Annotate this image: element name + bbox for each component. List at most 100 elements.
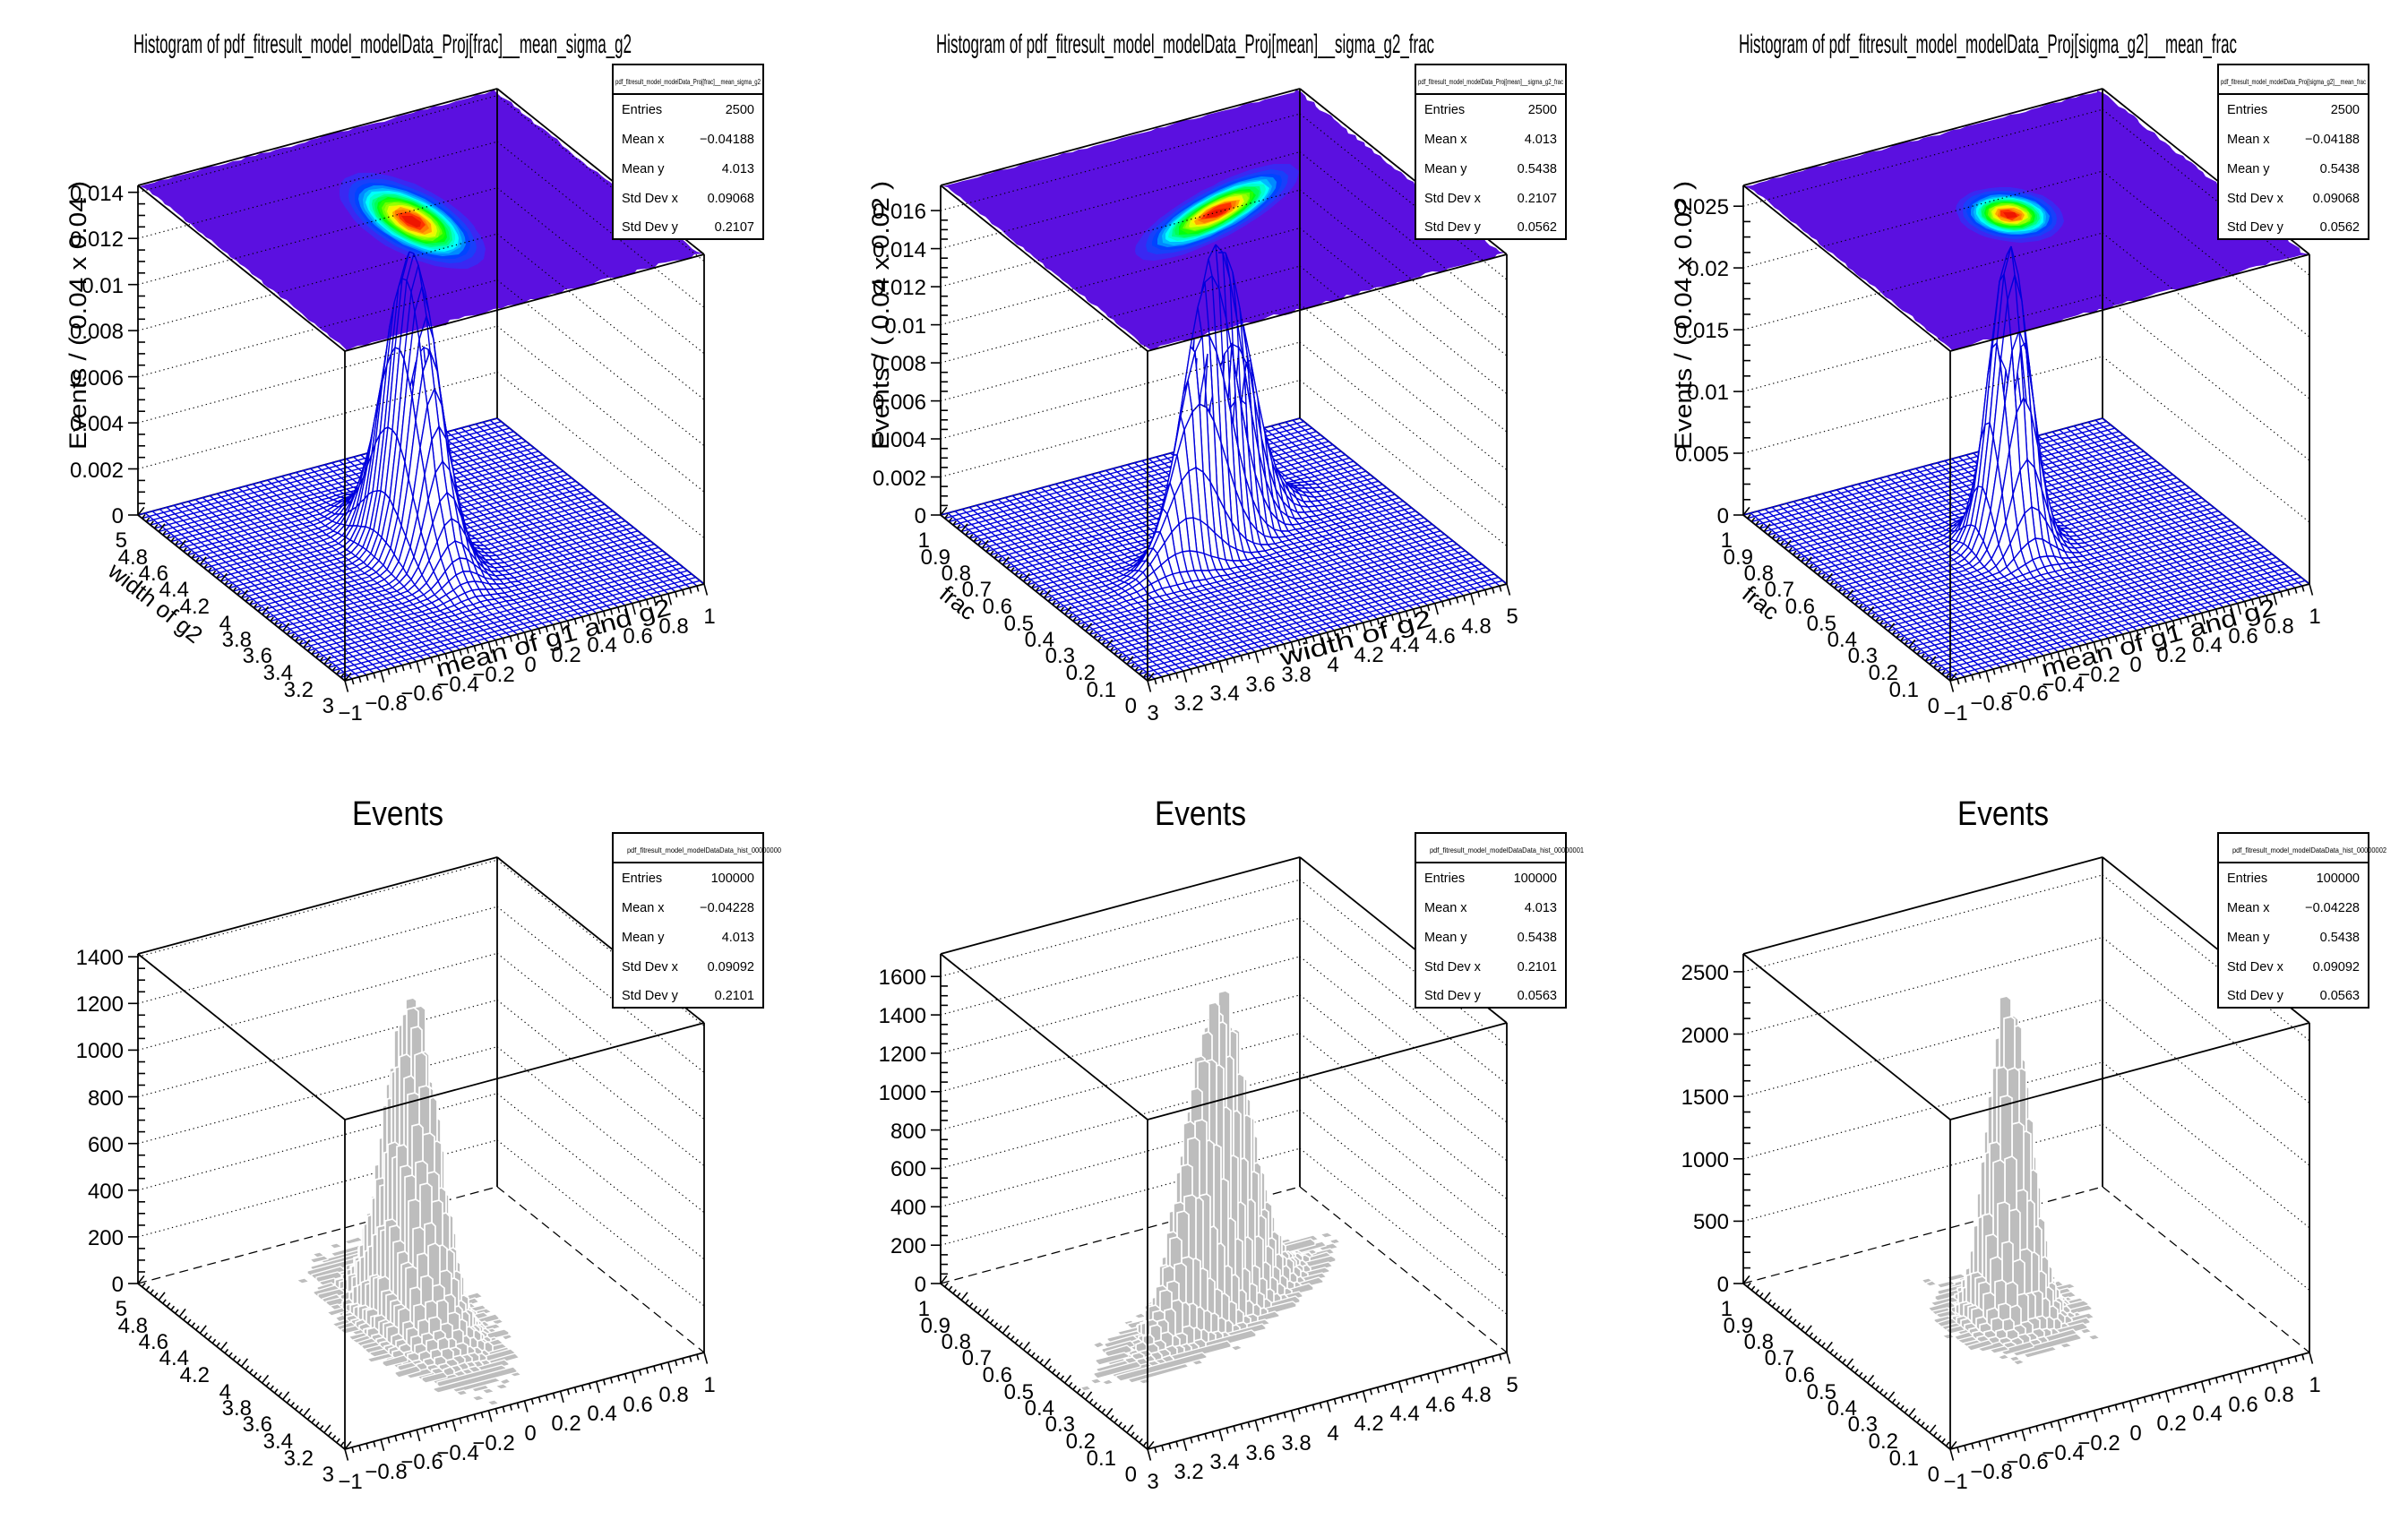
svg-text:0.4: 0.4 <box>587 1402 616 1426</box>
svg-text:Std Dev y: Std Dev y <box>1424 220 1482 235</box>
svg-text:600: 600 <box>890 1157 926 1181</box>
svg-text:Std Dev y: Std Dev y <box>622 220 679 235</box>
svg-text:0.1: 0.1 <box>1889 1447 1919 1471</box>
svg-text:4.8: 4.8 <box>118 1314 148 1338</box>
svg-text:1000: 1000 <box>879 1081 926 1105</box>
svg-text:0: 0 <box>1717 504 1729 528</box>
svg-text:3.4: 3.4 <box>1209 1450 1239 1474</box>
svg-text:Std Dev x: Std Dev x <box>1424 192 1482 206</box>
svg-text:−0.6: −0.6 <box>400 1450 443 1474</box>
svg-text:0.2: 0.2 <box>1869 1430 1898 1454</box>
svg-text:Std Dev x: Std Dev x <box>2227 960 2284 975</box>
svg-text:0.006: 0.006 <box>70 366 124 391</box>
svg-text:2000: 2000 <box>1681 1024 1729 1048</box>
svg-text:0.5438: 0.5438 <box>2320 162 2360 176</box>
svg-text:−0.2: −0.2 <box>2077 663 2120 687</box>
svg-text:0: 0 <box>1125 1463 1137 1487</box>
svg-text:1: 1 <box>1721 1297 1733 1321</box>
svg-text:2500: 2500 <box>1681 961 1729 985</box>
svg-text:0.3: 0.3 <box>1045 1412 1075 1437</box>
svg-text:4.2: 4.2 <box>1354 643 1383 667</box>
svg-text:−1: −1 <box>338 701 362 726</box>
svg-text:0.7: 0.7 <box>1765 578 1794 602</box>
svg-text:Mean x: Mean x <box>2227 901 2270 915</box>
svg-text:0: 0 <box>1928 1463 1939 1487</box>
svg-text:Events / ( 0.04 x 0.02 ): Events / ( 0.04 x 0.02 ) <box>867 181 894 450</box>
svg-text:4.8: 4.8 <box>1461 1383 1491 1407</box>
svg-text:Entries: Entries <box>1424 872 1465 886</box>
svg-text:3.8: 3.8 <box>222 1396 252 1421</box>
svg-text:0.2: 0.2 <box>551 1412 580 1436</box>
svg-text:4.013: 4.013 <box>1525 901 1557 915</box>
svg-text:0.9: 0.9 <box>1724 545 1753 570</box>
svg-text:4.4: 4.4 <box>1389 633 1419 657</box>
svg-text:3.6: 3.6 <box>1245 1441 1275 1465</box>
svg-text:−0.6: −0.6 <box>400 682 443 706</box>
svg-text:0.4: 0.4 <box>1025 628 1054 652</box>
svg-text:800: 800 <box>88 1086 124 1111</box>
svg-text:200: 200 <box>890 1234 926 1258</box>
svg-text:4.6: 4.6 <box>139 562 168 586</box>
svg-text:Entries: Entries <box>1424 103 1465 117</box>
svg-text:0.02: 0.02 <box>1687 257 1729 281</box>
svg-text:−0.8: −0.8 <box>1970 1460 2012 1484</box>
svg-text:0.1: 0.1 <box>1889 678 1919 702</box>
svg-text:0.9: 0.9 <box>1724 1314 1753 1338</box>
svg-text:4.2: 4.2 <box>180 595 210 619</box>
svg-text:0.4: 0.4 <box>2192 1402 2222 1426</box>
svg-text:0.0563: 0.0563 <box>1518 989 1557 1003</box>
svg-text:3.6: 3.6 <box>1245 673 1275 697</box>
svg-text:500: 500 <box>1693 1210 1729 1234</box>
svg-text:0.6: 0.6 <box>623 1393 652 1417</box>
svg-text:0: 0 <box>2129 653 2141 677</box>
svg-text:Events: Events <box>1155 795 1246 833</box>
svg-text:0.2101: 0.2101 <box>715 989 754 1003</box>
svg-text:Mean y: Mean y <box>622 162 665 176</box>
svg-text:0.0562: 0.0562 <box>2320 220 2360 235</box>
svg-text:2500: 2500 <box>1528 103 1557 117</box>
svg-text:0.004: 0.004 <box>873 428 926 452</box>
svg-text:0.8: 0.8 <box>1744 1330 1774 1354</box>
svg-text:0.4: 0.4 <box>1828 1396 1857 1421</box>
svg-text:5: 5 <box>1506 1373 1518 1397</box>
svg-text:−0.6: −0.6 <box>2006 682 2048 706</box>
svg-text:Entries: Entries <box>2227 872 2267 886</box>
svg-text:3.4: 3.4 <box>263 1430 293 1454</box>
svg-text:0.4: 0.4 <box>2192 633 2222 657</box>
svg-text:0.5: 0.5 <box>1807 612 1836 636</box>
svg-text:Std Dev x: Std Dev x <box>2227 192 2284 206</box>
svg-text:0.5438: 0.5438 <box>2320 931 2360 945</box>
svg-text:Std Dev y: Std Dev y <box>1424 989 1482 1003</box>
svg-text:Events: Events <box>1957 795 2049 833</box>
svg-text:0.01: 0.01 <box>82 274 124 298</box>
svg-text:Mean y: Mean y <box>1424 931 1467 945</box>
svg-text:0.8: 0.8 <box>2264 1383 2293 1407</box>
svg-text:3: 3 <box>1147 1470 1158 1494</box>
svg-text:−0.4: −0.4 <box>436 673 478 697</box>
svg-text:0.008: 0.008 <box>873 352 926 376</box>
svg-text:0.4: 0.4 <box>1025 1396 1054 1421</box>
svg-text:1: 1 <box>703 605 715 629</box>
svg-text:0: 0 <box>915 1273 926 1297</box>
svg-text:−0.04228: −0.04228 <box>2305 901 2360 915</box>
svg-text:1: 1 <box>918 528 930 553</box>
svg-text:Mean y: Mean y <box>2227 162 2270 176</box>
svg-text:−1: −1 <box>1943 701 1967 726</box>
svg-text:0.016: 0.016 <box>873 200 926 224</box>
svg-text:Mean y: Mean y <box>2227 931 2270 945</box>
svg-text:4: 4 <box>219 612 231 636</box>
svg-text:4.6: 4.6 <box>1425 1393 1455 1417</box>
svg-text:0: 0 <box>2129 1421 2141 1446</box>
svg-text:0.015: 0.015 <box>1675 319 1729 343</box>
svg-text:600: 600 <box>88 1133 124 1157</box>
svg-text:0.012: 0.012 <box>873 276 926 300</box>
svg-text:0.8: 0.8 <box>942 1330 971 1354</box>
svg-text:100000: 100000 <box>2317 872 2360 886</box>
svg-text:0.8: 0.8 <box>658 614 688 639</box>
svg-text:Mean x: Mean x <box>622 133 665 147</box>
svg-text:−1: −1 <box>338 1470 362 1494</box>
svg-text:0: 0 <box>1928 694 1939 718</box>
svg-text:Mean y: Mean y <box>1424 162 1467 176</box>
svg-text:0.4: 0.4 <box>587 633 616 657</box>
svg-text:0.6: 0.6 <box>623 624 652 648</box>
